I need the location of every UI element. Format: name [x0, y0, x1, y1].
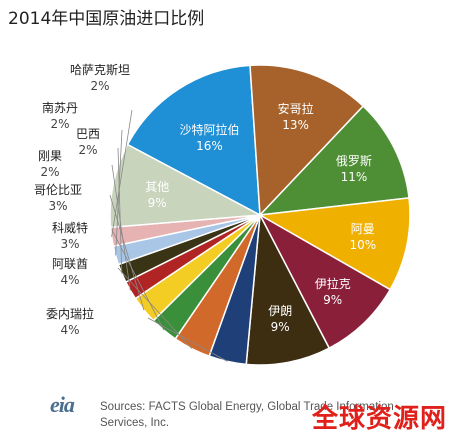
slice-label: 科威特	[52, 220, 88, 235]
slice-label: 阿曼	[351, 222, 375, 236]
leader-line	[117, 147, 123, 274]
leader-line	[117, 267, 192, 349]
slice-label: 委内瑞拉	[46, 306, 94, 321]
pie-slice	[245, 212, 331, 366]
slice-label: 阿联酋	[52, 256, 88, 271]
slice-label: 安哥拉	[278, 101, 314, 116]
slice-value-label: 2%	[90, 79, 109, 93]
slice-label: 哈萨克斯坦	[70, 63, 130, 77]
slice-value-label: 3%	[48, 199, 67, 213]
source-note: Sources: FACTS Global Energy, Global Tra…	[100, 399, 394, 431]
pie-slice	[126, 64, 261, 217]
slice-value-label: 2%	[50, 117, 69, 131]
leader-lines	[109, 109, 228, 362]
leader-line	[111, 109, 133, 237]
slice-label: 伊朗	[268, 304, 292, 318]
slice-value-label: 11%	[341, 170, 368, 184]
pie-slice	[109, 143, 263, 229]
slice-label: 沙特阿拉伯	[179, 122, 239, 137]
slice-value-label: 13%	[282, 118, 309, 132]
slice-value-label: 2%	[40, 165, 59, 179]
slice-value-label: 10%	[349, 238, 376, 252]
leader-line	[111, 164, 131, 291]
source-note-line2: Services, Inc.	[100, 417, 170, 429]
slice-value-label: 9%	[148, 196, 167, 210]
source-note-line1: Sources: FACTS Global Energy, Global Tra…	[100, 401, 394, 413]
pie-slice	[258, 213, 392, 350]
slice-value-label: 9%	[323, 293, 342, 307]
slice-value-label: 4%	[60, 273, 79, 287]
eia-logo: eia	[50, 392, 75, 417]
pie-slice	[249, 64, 365, 217]
slice-value-label: 2%	[78, 143, 97, 157]
slice-label: 刚果	[38, 149, 62, 163]
slice-value-label: 4%	[60, 323, 79, 337]
slice-label: 南苏丹	[42, 100, 78, 115]
pie-slices	[109, 64, 411, 366]
slice-label: 俄罗斯	[336, 154, 372, 168]
leader-line	[109, 194, 145, 311]
chart-title: 2014年中国原油进口比例	[8, 9, 205, 29]
slice-label: 哥伦比亚	[34, 182, 82, 197]
slice-labels: 沙特阿拉伯 16% 安哥拉 13% 俄罗斯 11% 阿曼 10% 伊拉克 9% 伊朗 9% 委内瑞拉 4%…	[34, 63, 376, 337]
pie-slice	[258, 105, 410, 216]
slice-value-label: 9%	[271, 320, 290, 334]
slice-label: 巴西	[76, 127, 100, 141]
slice-label: 伊拉克	[315, 276, 351, 291]
pie-slice	[257, 197, 411, 291]
slice-value-label: 16%	[196, 139, 223, 153]
watermark: 全球资源网	[312, 404, 448, 434]
slice-value-label: 3%	[60, 237, 79, 251]
slice-label: 其他	[145, 180, 169, 194]
